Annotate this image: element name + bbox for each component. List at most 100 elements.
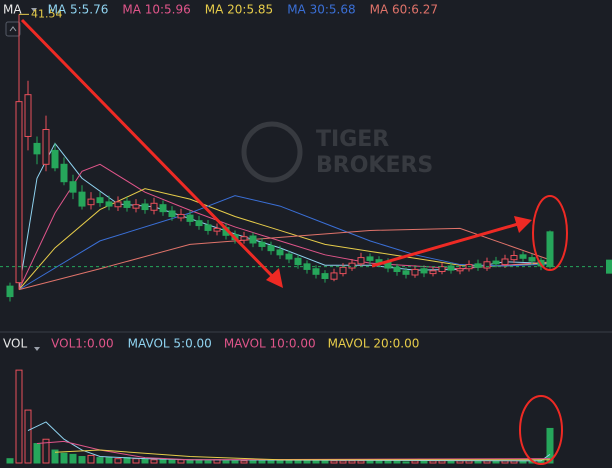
volume-bar xyxy=(294,460,302,464)
candle-body xyxy=(105,201,113,207)
candle-body xyxy=(33,142,41,155)
volume-bar xyxy=(33,443,41,464)
last-price-tag xyxy=(606,259,612,274)
candle-body xyxy=(69,181,77,193)
legend-entry: VOL1:0.00 xyxy=(51,337,114,351)
moving-average-line xyxy=(54,449,550,461)
candle-body xyxy=(141,203,149,211)
candle-body xyxy=(42,128,50,165)
watermark: TIGER BROKERS xyxy=(241,121,433,183)
volume-bar xyxy=(42,438,50,464)
legend-entry: MAVOL 20:0.00 xyxy=(328,337,420,351)
candle-body xyxy=(249,235,257,244)
volume-bar xyxy=(78,456,86,464)
moving-average-line xyxy=(18,227,551,291)
candle-body xyxy=(510,255,518,261)
volume-bar xyxy=(51,449,59,464)
annotation-arrow xyxy=(371,222,519,268)
legend-entry: MA 30:5.68 xyxy=(287,3,355,17)
volume-bar xyxy=(465,460,473,464)
volume-bar xyxy=(231,460,239,464)
volume-bar xyxy=(393,460,401,464)
candle-body xyxy=(285,253,293,260)
annotation-ellipse xyxy=(519,395,563,465)
candle-body xyxy=(456,268,464,272)
candle-body xyxy=(24,94,32,137)
candle-body xyxy=(123,200,131,208)
candle-body xyxy=(492,260,500,265)
candle-body xyxy=(519,254,527,259)
candle-body xyxy=(150,202,158,211)
candle-body xyxy=(195,220,203,227)
max-price-label: 41.54 xyxy=(31,7,63,20)
candle-body xyxy=(15,101,23,284)
candle-body xyxy=(186,214,194,222)
candle-body xyxy=(321,273,329,279)
candle-body xyxy=(429,270,437,275)
legend-entry: MA xyxy=(3,3,22,17)
volume-bar xyxy=(402,461,410,464)
volume-bar xyxy=(168,459,176,464)
candle-body xyxy=(393,266,401,273)
candle-body xyxy=(213,227,221,232)
candle-body xyxy=(132,204,140,209)
candle-body xyxy=(501,258,509,266)
volume-bar xyxy=(177,459,185,464)
candle-body xyxy=(168,210,176,218)
annotation-arrowhead xyxy=(266,268,283,288)
legend-entry: MAVOL 5:0.00 xyxy=(128,337,212,351)
candle-body xyxy=(402,270,410,275)
volume-bar xyxy=(411,460,419,464)
volume-bar xyxy=(384,460,392,464)
candle-body xyxy=(366,256,374,261)
watermark-text: BROKERS xyxy=(316,153,433,178)
volume-bar xyxy=(429,460,437,464)
annotation-arrowhead xyxy=(514,216,532,233)
candle-body xyxy=(6,285,14,298)
volume-bar xyxy=(276,460,284,464)
candle-body xyxy=(240,236,248,241)
candle-body xyxy=(330,272,338,280)
candle-body xyxy=(411,268,419,276)
volume-bar xyxy=(348,460,356,464)
volume-bar xyxy=(267,460,275,464)
volume-bar xyxy=(24,409,32,464)
volume-bar xyxy=(438,460,446,464)
volume-bar xyxy=(321,460,329,464)
dropdown-icon[interactable] xyxy=(34,347,40,351)
moving-average-line xyxy=(27,421,551,462)
candle-body xyxy=(114,201,122,208)
candle-body xyxy=(78,191,86,207)
volume-bar xyxy=(447,460,455,464)
volume-bar xyxy=(141,458,149,464)
candle-body xyxy=(312,268,320,275)
candle-body xyxy=(60,163,68,183)
candle-body xyxy=(96,197,104,204)
dropdown-icon[interactable] xyxy=(31,8,37,12)
legend-entry: MA 60:6.27 xyxy=(370,3,438,17)
annotation-ellipse xyxy=(532,195,568,271)
candle-body xyxy=(258,241,266,247)
volume-bar xyxy=(69,453,77,464)
volume-bar xyxy=(96,457,104,464)
candle-body xyxy=(420,268,428,274)
volume-bar xyxy=(285,460,293,464)
candle-body xyxy=(339,266,347,275)
volume-bar xyxy=(330,460,338,464)
legend-entry: MA 20:5.85 xyxy=(205,3,273,17)
moving-average-line xyxy=(18,188,551,290)
candle-body xyxy=(267,245,275,252)
candle-body xyxy=(276,249,284,256)
volume-bar xyxy=(60,452,68,464)
legend-entry: MA 10:5.96 xyxy=(122,3,190,17)
collapse-button[interactable] xyxy=(5,21,21,37)
annotation-arrow xyxy=(20,18,278,282)
legend-entry: MA 5:5.76 xyxy=(48,3,109,17)
volume-bar xyxy=(6,458,14,464)
volume-bar xyxy=(105,457,113,464)
volume-bar xyxy=(357,460,365,464)
volume-bar xyxy=(375,460,383,464)
